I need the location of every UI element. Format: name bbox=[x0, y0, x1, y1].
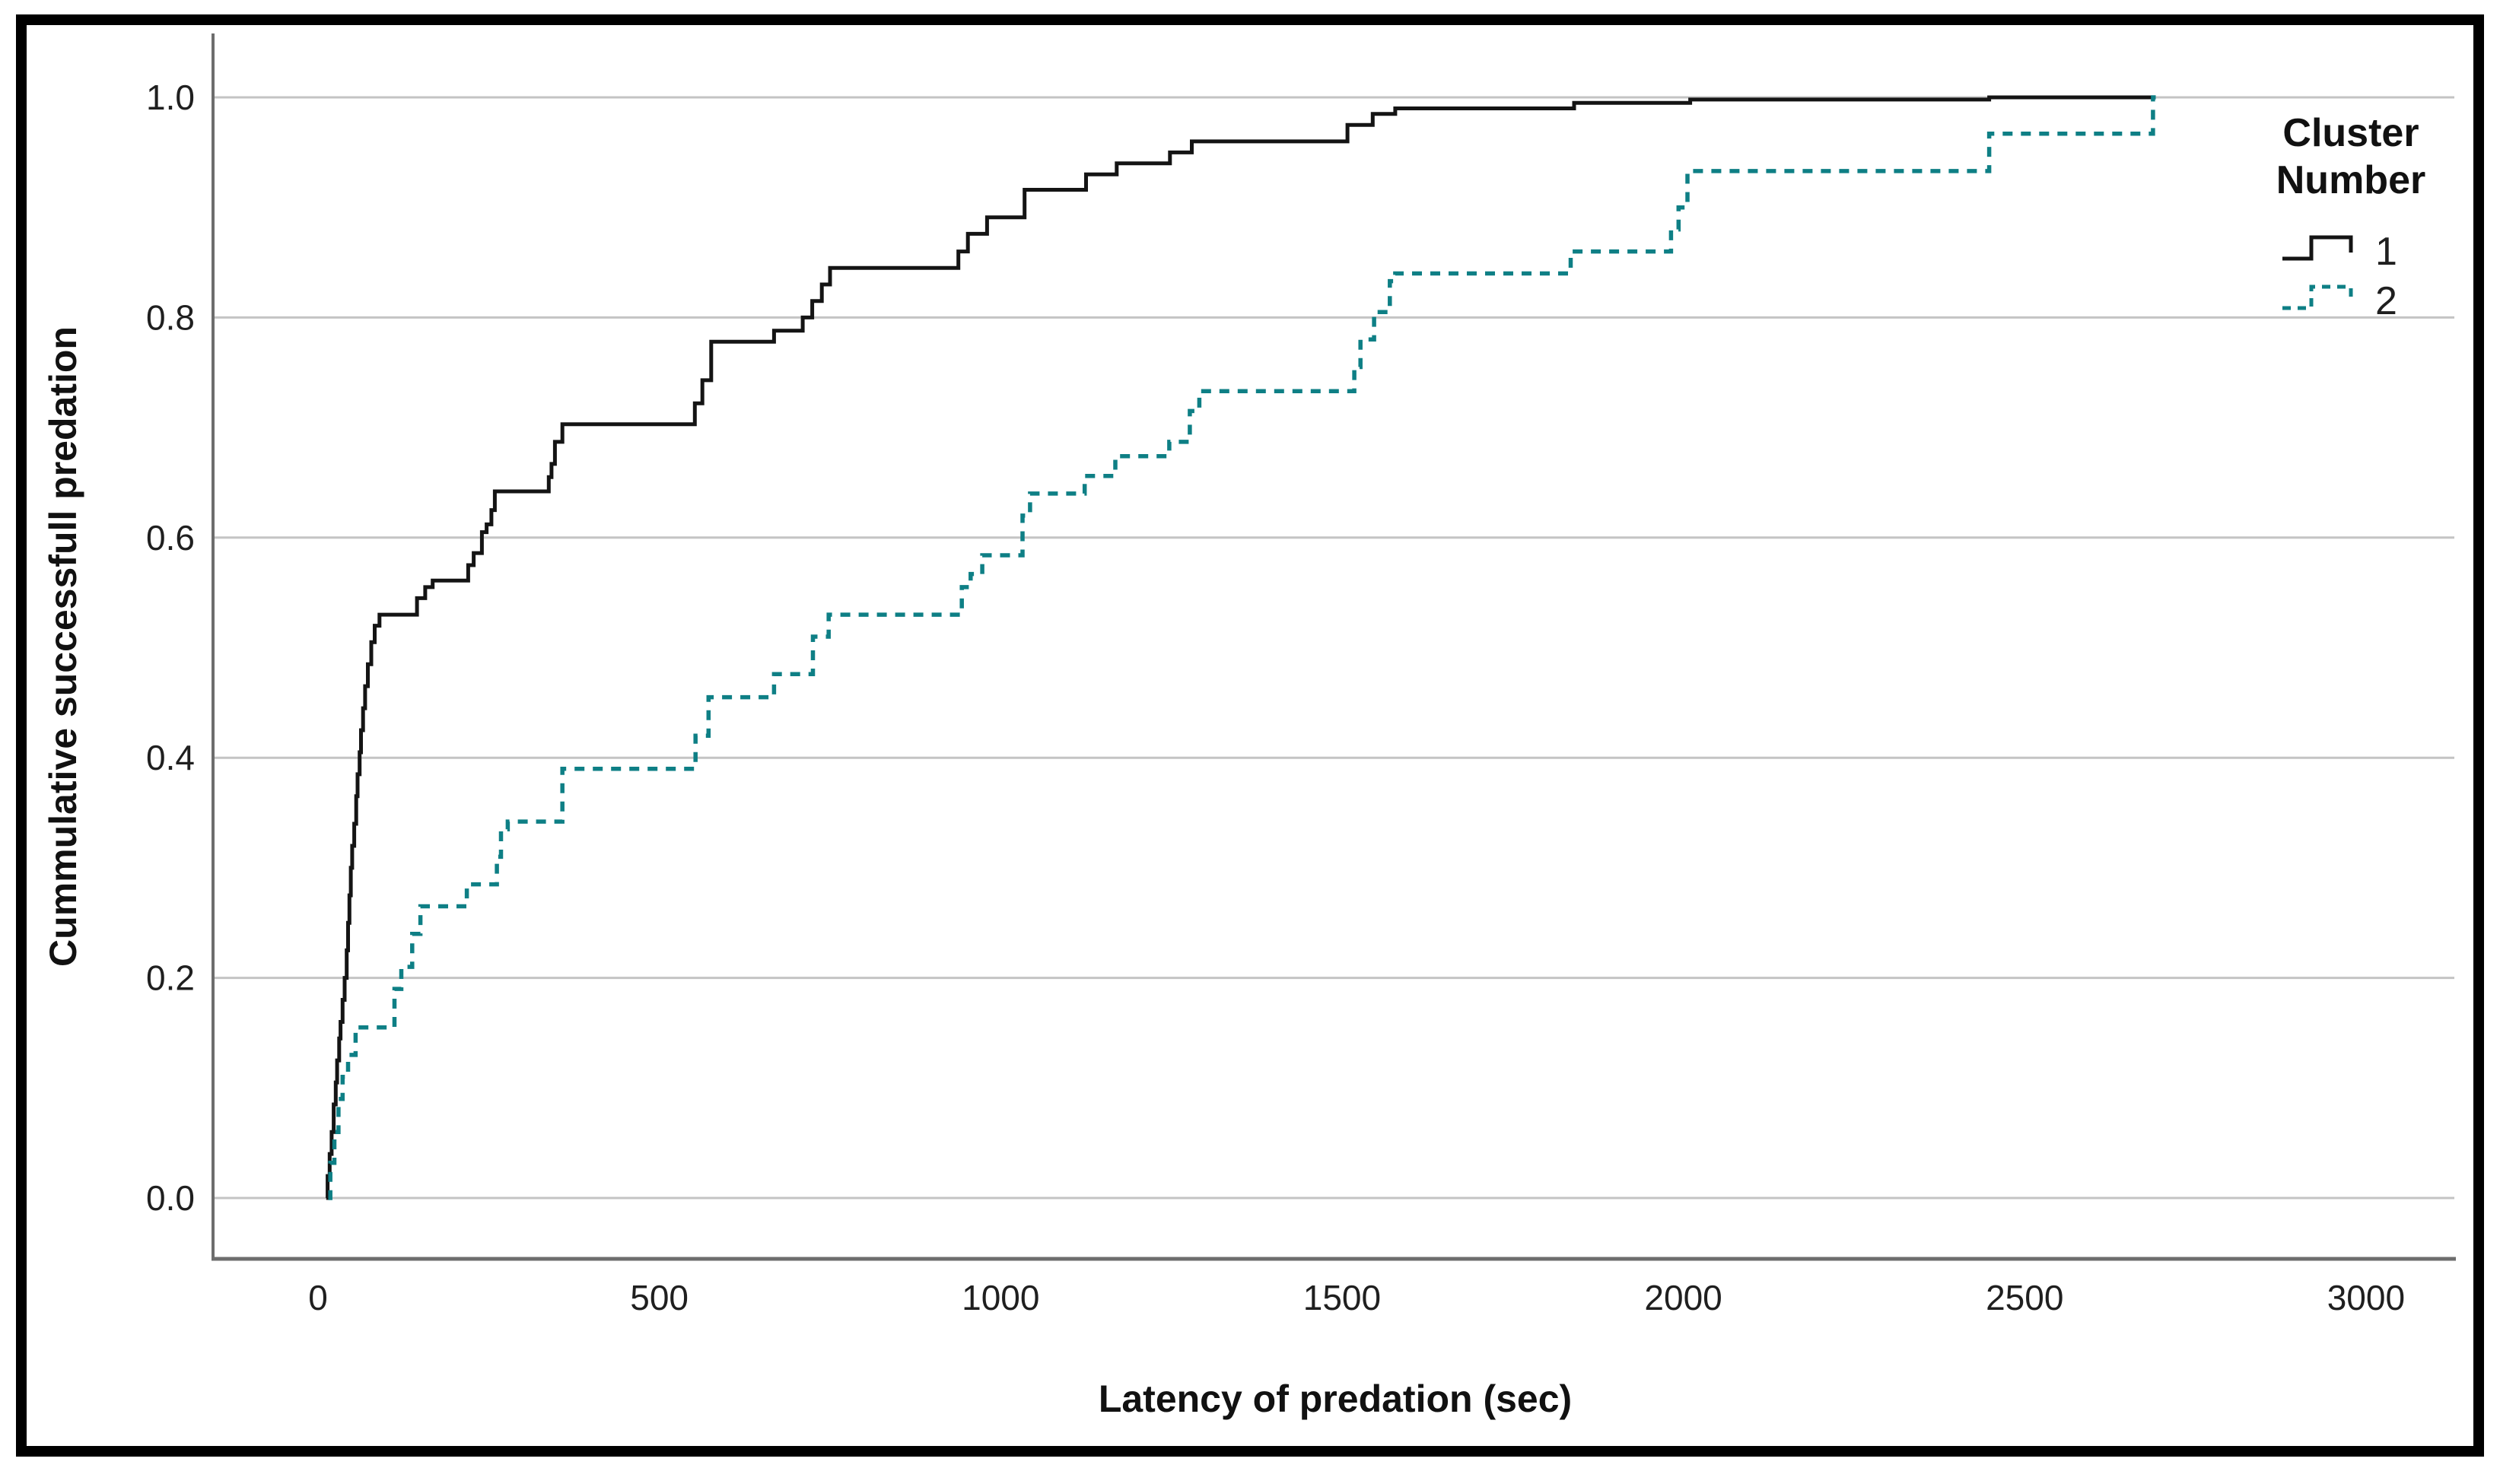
x-tick-label-2000: 2000 bbox=[1644, 1278, 1722, 1317]
x-axis-tick-labels: 0 500 1000 1500 2000 2500 3000 bbox=[308, 1278, 2405, 1317]
x-tick-label-1000: 1000 bbox=[962, 1278, 1039, 1317]
x-axis-title: Latency of predation (sec) bbox=[1099, 1378, 1572, 1420]
y-tick-label-1.0: 1.0 bbox=[146, 78, 195, 117]
y-tick-label-0.2: 0.2 bbox=[146, 958, 195, 998]
x-tick-label-1500: 1500 bbox=[1303, 1278, 1381, 1317]
series-cluster-2-line bbox=[328, 95, 2156, 1200]
legend-swatch-cluster-1-icon bbox=[2282, 235, 2353, 261]
figure-frame bbox=[16, 14, 2484, 1457]
series-lines bbox=[326, 95, 2156, 1200]
legend-label-cluster-1: 1 bbox=[2375, 230, 2397, 274]
x-tick-label-2500: 2500 bbox=[1986, 1278, 2063, 1317]
legend-swatch-cluster-2-icon bbox=[2282, 284, 2353, 310]
y-tick-label-0.6: 0.6 bbox=[146, 518, 195, 558]
legend-title-line2: Number bbox=[2276, 158, 2425, 202]
legend-label-cluster-2: 2 bbox=[2375, 279, 2397, 323]
y-axis-title: Cummulative successfull predation bbox=[42, 326, 84, 967]
gridlines bbox=[213, 96, 2454, 1200]
series-cluster-1-line bbox=[326, 95, 2155, 1200]
y-tick-label-0.4: 0.4 bbox=[146, 738, 195, 777]
legend-title-line1: Cluster bbox=[2282, 111, 2419, 155]
y-axis-tick-labels: 0.0 0.2 0.4 0.6 0.8 1.0 bbox=[146, 78, 195, 1218]
legend: Cluster Number 1 2 bbox=[2276, 111, 2425, 323]
y-tick-label-0.0: 0.0 bbox=[146, 1178, 195, 1218]
x-tick-label-0: 0 bbox=[308, 1278, 328, 1317]
x-tick-label-3000: 3000 bbox=[2327, 1278, 2405, 1317]
x-tick-label-500: 500 bbox=[630, 1278, 689, 1317]
y-tick-label-0.8: 0.8 bbox=[146, 297, 195, 337]
